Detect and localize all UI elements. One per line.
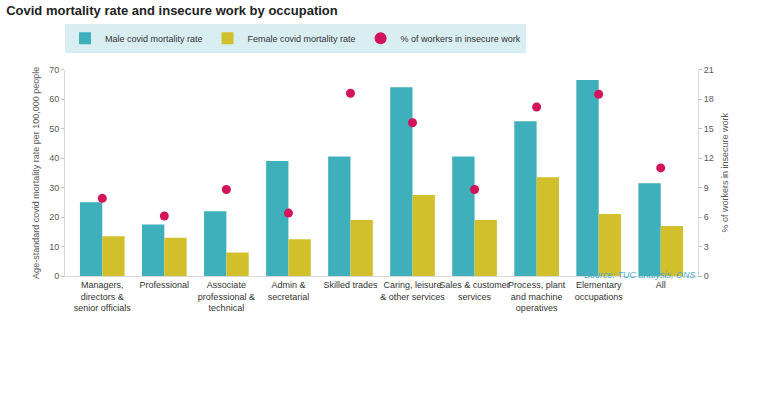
svg-text:Female covid mortality rate: Female covid mortality rate xyxy=(248,34,356,44)
svg-text:% of workers in insecure work: % of workers in insecure work xyxy=(401,34,521,44)
svg-text:Male covid mortality rate: Male covid mortality rate xyxy=(105,34,203,44)
svg-text:9: 9 xyxy=(704,183,709,193)
svg-text:Admin &secretarial: Admin &secretarial xyxy=(268,280,310,302)
svg-text:% of workers in insecure work: % of workers in insecure work xyxy=(720,113,730,233)
svg-text:Skilled trades: Skilled trades xyxy=(323,280,378,290)
svg-text:All: All xyxy=(656,280,666,290)
svg-text:Associateprofessional &technic: Associateprofessional &technical xyxy=(198,280,255,313)
svg-text:15: 15 xyxy=(704,124,714,134)
svg-text:Professional: Professional xyxy=(140,280,190,290)
svg-text:3: 3 xyxy=(704,242,709,252)
svg-text:Process, plantand machineopera: Process, plantand machineoperatives xyxy=(508,280,566,313)
svg-text:Covid mortality rate and insec: Covid mortality rate and insecure work b… xyxy=(6,3,338,18)
svg-text:0: 0 xyxy=(704,271,709,281)
svg-text:12: 12 xyxy=(704,153,714,163)
svg-text:Elementaryoccupations: Elementaryoccupations xyxy=(575,280,624,302)
svg-text:30: 30 xyxy=(49,183,59,193)
svg-text:70: 70 xyxy=(49,65,59,75)
svg-text:10: 10 xyxy=(49,242,59,252)
svg-text:60: 60 xyxy=(49,94,59,104)
svg-text:Age-standard covid mortality r: Age-standard covid mortality rate per 10… xyxy=(31,67,41,279)
svg-text:21: 21 xyxy=(704,65,714,75)
svg-text:0: 0 xyxy=(54,271,59,281)
svg-text:Managers,directors &senior off: Managers,directors &senior officials xyxy=(74,280,131,313)
svg-text:Caring, leisure& other service: Caring, leisure& other services xyxy=(380,280,445,302)
svg-text:Source: TUC analysis, ONS: Source: TUC analysis, ONS xyxy=(584,270,696,280)
svg-text:6: 6 xyxy=(704,212,709,222)
svg-text:18: 18 xyxy=(704,94,714,104)
svg-text:20: 20 xyxy=(49,212,59,222)
svg-text:40: 40 xyxy=(49,153,59,163)
svg-text:50: 50 xyxy=(49,124,59,134)
svg-text:Sales & customerservices: Sales & customerservices xyxy=(439,280,510,302)
